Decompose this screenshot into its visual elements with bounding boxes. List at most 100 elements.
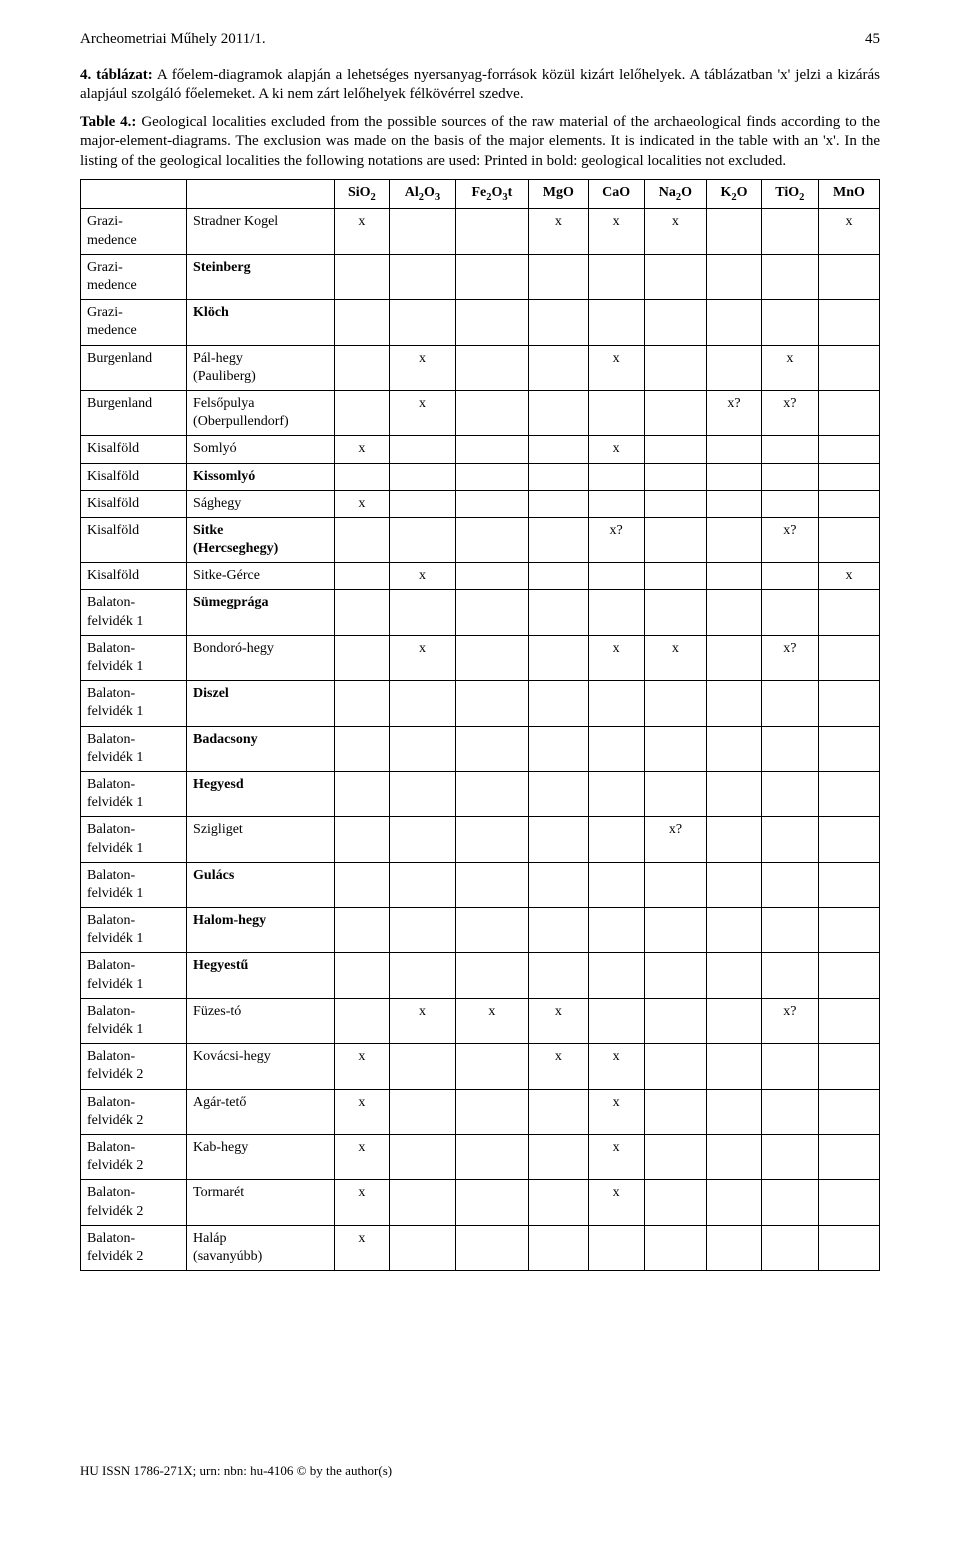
- table-row: Balaton-felvidék 1Szigligetx?: [81, 817, 880, 862]
- region-cell: Balaton-felvidék 1: [81, 817, 187, 862]
- mark-cell: [707, 345, 761, 390]
- table-row: Balaton-felvidék 1Hegyestű: [81, 953, 880, 998]
- mark-cell: x: [390, 345, 456, 390]
- mark-cell: [644, 436, 707, 463]
- locality-cell: Kissomlyó: [187, 463, 335, 490]
- table-row: Balaton-felvidék 1Diszel: [81, 681, 880, 726]
- mark-cell: [707, 490, 761, 517]
- mark-cell: x: [644, 209, 707, 254]
- mark-cell: [818, 817, 879, 862]
- mark-cell: [588, 908, 644, 953]
- mark-cell: [390, 1134, 456, 1179]
- mark-cell: x: [334, 1089, 389, 1134]
- mark-cell: [818, 726, 879, 771]
- mark-cell: [761, 771, 818, 816]
- region-cell: Kisalföld: [81, 563, 187, 590]
- locality-cell: Halom-hegy: [187, 908, 335, 953]
- mark-cell: [707, 726, 761, 771]
- region-cell: Balaton-felvidék 2: [81, 1225, 187, 1270]
- page-header: Archeometriai Műhely 2011/1. 45: [80, 30, 880, 50]
- mark-cell: [588, 563, 644, 590]
- caption-hungarian: 4. táblázat: A főelem-diagramok alapján …: [80, 66, 880, 105]
- mark-cell: [588, 300, 644, 345]
- region-cell: Kisalföld: [81, 490, 187, 517]
- mark-cell: [818, 436, 879, 463]
- table-row: BurgenlandFelsőpulya(Oberpullendorf)xx?x…: [81, 390, 880, 435]
- mark-cell: [528, 563, 588, 590]
- mark-cell: [455, 254, 528, 299]
- locality-cell: Hegyesd: [187, 771, 335, 816]
- mark-cell: [644, 953, 707, 998]
- mark-cell: [707, 209, 761, 254]
- mark-cell: [707, 862, 761, 907]
- table-header-MnO: MnO: [818, 180, 879, 209]
- mark-cell: [761, 726, 818, 771]
- mark-cell: [761, 209, 818, 254]
- mark-cell: x: [390, 998, 456, 1043]
- mark-cell: [818, 771, 879, 816]
- mark-cell: [644, 563, 707, 590]
- mark-cell: [334, 771, 389, 816]
- mark-cell: [390, 300, 456, 345]
- mark-cell: [707, 590, 761, 635]
- mark-cell: [707, 1225, 761, 1270]
- mark-cell: [644, 1044, 707, 1089]
- mark-cell: [390, 1044, 456, 1089]
- caption-en-label: Table 4.:: [80, 114, 136, 130]
- table-row: Balaton-felvidék 1Sümegprága: [81, 590, 880, 635]
- mark-cell: x: [588, 436, 644, 463]
- mark-cell: [644, 681, 707, 726]
- mark-cell: [707, 1089, 761, 1134]
- mark-cell: [390, 681, 456, 726]
- table-row: BurgenlandPál-hegy(Pauliberg)xxx: [81, 345, 880, 390]
- mark-cell: x: [588, 635, 644, 680]
- mark-cell: [818, 998, 879, 1043]
- mark-cell: [455, 908, 528, 953]
- mark-cell: [528, 1089, 588, 1134]
- mark-cell: [390, 726, 456, 771]
- mark-cell: x: [528, 1044, 588, 1089]
- mark-cell: x: [588, 345, 644, 390]
- mark-cell: [455, 635, 528, 680]
- mark-cell: [644, 908, 707, 953]
- region-cell: Balaton-felvidék 1: [81, 635, 187, 680]
- region-cell: Balaton-felvidék 2: [81, 1089, 187, 1134]
- mark-cell: [390, 1225, 456, 1270]
- mark-cell: [707, 681, 761, 726]
- mark-cell: [707, 254, 761, 299]
- mark-cell: [455, 436, 528, 463]
- mark-cell: [390, 862, 456, 907]
- locality-cell: Agár-tető: [187, 1089, 335, 1134]
- locality-cell: Kovácsi-hegy: [187, 1044, 335, 1089]
- page-number: 45: [865, 30, 880, 50]
- mark-cell: x: [588, 1089, 644, 1134]
- table-row: Balaton-felvidék 2Agár-tetőxx: [81, 1089, 880, 1134]
- table-row: KisalföldSomlyóxx: [81, 436, 880, 463]
- mark-cell: [644, 1134, 707, 1179]
- mark-cell: [455, 1089, 528, 1134]
- mark-cell: [644, 490, 707, 517]
- mark-cell: [707, 436, 761, 463]
- mark-cell: [644, 1089, 707, 1134]
- locality-cell: Somlyó: [187, 436, 335, 463]
- mark-cell: [588, 862, 644, 907]
- mark-cell: x?: [644, 817, 707, 862]
- mark-cell: [334, 563, 389, 590]
- mark-cell: [818, 390, 879, 435]
- mark-cell: x?: [761, 390, 818, 435]
- mark-cell: [644, 517, 707, 562]
- mark-cell: x?: [707, 390, 761, 435]
- region-cell: Balaton-felvidék 2: [81, 1044, 187, 1089]
- mark-cell: x: [334, 1225, 389, 1270]
- mark-cell: [528, 254, 588, 299]
- mark-cell: [528, 1180, 588, 1225]
- mark-cell: [707, 1180, 761, 1225]
- mark-cell: [455, 563, 528, 590]
- mark-cell: [707, 908, 761, 953]
- mark-cell: [761, 1180, 818, 1225]
- mark-cell: [528, 300, 588, 345]
- region-cell: Balaton-felvidék 1: [81, 681, 187, 726]
- table-header-Fe2O3t: Fe2O3t: [455, 180, 528, 209]
- mark-cell: [334, 635, 389, 680]
- mark-cell: [390, 953, 456, 998]
